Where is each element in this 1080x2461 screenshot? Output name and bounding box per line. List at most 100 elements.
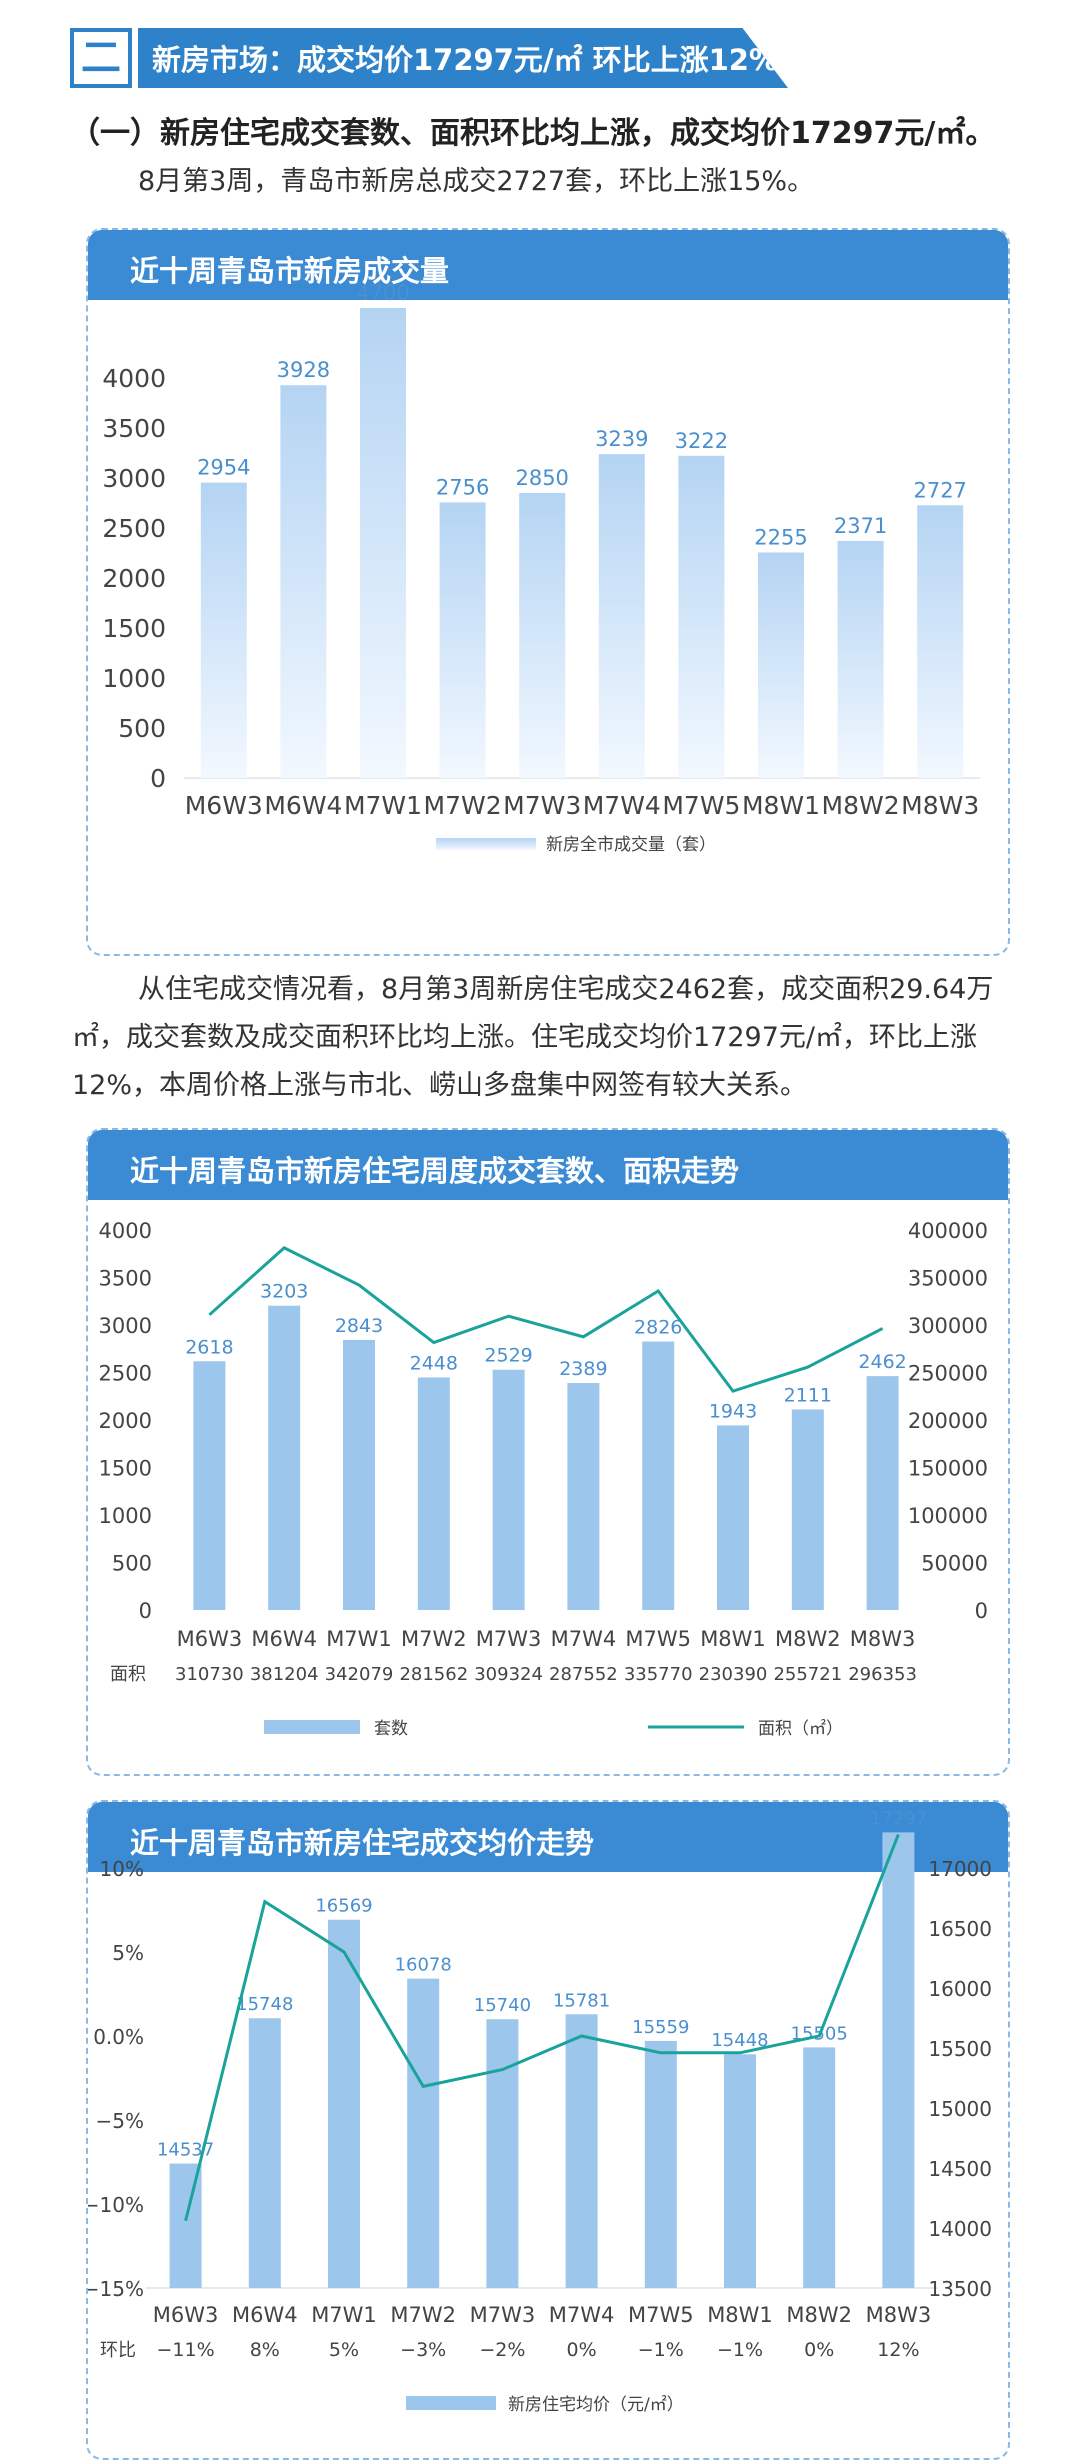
data-label: 14537: [157, 2140, 214, 2161]
y-right-tick-label: 14500: [928, 2157, 992, 2181]
x-tick-label: M8W1: [700, 1627, 766, 1651]
section-title-bar: 新房市场：成交均价17297元/㎡ 环比上涨12%: [138, 28, 788, 88]
x-tick-label: M7W1: [326, 1627, 392, 1651]
y-left-tick-label: 0.0%: [93, 2025, 144, 2049]
area-value: 309324: [474, 1664, 543, 1685]
chart-header: 近十周青岛市新房住宅成交均价走势: [88, 1802, 1008, 1872]
x-tick-label: M8W3: [901, 791, 979, 820]
bar: [803, 2047, 836, 2288]
x-tick-label: M7W2: [401, 1627, 467, 1651]
legend-swatch-bar: [264, 1720, 360, 1734]
y-tick-label: 0: [150, 764, 166, 793]
y-right-tick-label: 15000: [928, 2097, 992, 2121]
bar: [519, 493, 566, 778]
x-tick-label: M8W3: [850, 1627, 916, 1651]
data-label: 4700: [356, 281, 409, 305]
chart-price-svg: −15% −10% −5% 0.0% 5% 10% 13500 14000 14500 15000…: [88, 1808, 992, 2415]
x-tick-label: M7W5: [625, 1627, 691, 1651]
bar: [644, 2040, 677, 2288]
y-left-tick-label: 500: [112, 1552, 152, 1576]
data-label: 2111: [784, 1384, 832, 1406]
bar: [791, 1409, 824, 1610]
bar: [837, 540, 884, 778]
change-value: −11%: [157, 2339, 215, 2361]
data-label: 2954: [197, 456, 250, 480]
area-value: 381204: [250, 1664, 319, 1685]
y-tick-label: 2500: [102, 514, 166, 543]
y-right-tick-label: 17000: [928, 1857, 992, 1881]
bar: [200, 482, 247, 778]
x-tick-label: M7W4: [551, 1627, 617, 1651]
data-label: 2448: [410, 1352, 458, 1374]
data-label: 15740: [474, 1995, 531, 2016]
chart-volume-svg: 0 500 1000 1500 2000 2500 3000 3500 4000 2954 M6W3…: [102, 281, 980, 855]
x-tick-label: M6W3: [185, 791, 263, 820]
data-label: 3222: [675, 429, 728, 453]
x-tick-label: M8W2: [822, 791, 900, 820]
x-tick-label: M7W3: [476, 1627, 542, 1651]
x-tick-label: M8W1: [707, 2303, 773, 2327]
area-value: 255721: [773, 1664, 842, 1685]
x-tick-label: M6W3: [177, 1627, 243, 1651]
change-line: [184, 1833, 900, 2222]
legend-label-bar: 套数: [374, 1719, 408, 1739]
y-tick-label: 1000: [102, 664, 166, 693]
chart-units-area-svg: 0 500 1000 1500 2000 2500 3000 3500 4000 0 50000 10…: [99, 1219, 988, 1739]
x-tick-label: M7W4: [583, 791, 661, 820]
y-tick-label: 2000: [102, 564, 166, 593]
bar: [917, 505, 964, 778]
bar: [328, 1919, 360, 2288]
bar: [717, 1425, 749, 1610]
section-banner: 二 新房市场：成交均价17297元/㎡ 环比上涨12%: [70, 28, 790, 88]
change-value: 0%: [804, 2339, 834, 2361]
x-tick-label: M7W2: [424, 791, 502, 820]
data-label: 2826: [634, 1317, 682, 1339]
chart-title: 近十周青岛市新房住宅成交均价走势: [130, 1826, 595, 1860]
section-number-box: 二: [70, 28, 132, 88]
data-label: 2727: [913, 478, 966, 502]
x-tick-label: M7W5: [628, 2303, 694, 2327]
data-label: 2462: [858, 1351, 906, 1373]
y-left-tick-label: 1500: [99, 1457, 152, 1481]
bar: [642, 1341, 675, 1610]
paragraph-total: 8月第3周，青岛市新房总成交2727套，环比上涨15%。: [138, 166, 815, 197]
section-number: 二: [81, 35, 121, 81]
y-right-tick-label: 150000: [908, 1457, 988, 1481]
y-right-tick-label: 100000: [908, 1504, 988, 1528]
y-left-tick-label: 2000: [99, 1409, 152, 1433]
bar: [360, 308, 406, 778]
y-left-tick-label: 0: [139, 1599, 152, 1623]
bar: [248, 2018, 281, 2288]
data-label: 16078: [395, 1955, 452, 1976]
x-tick-label: M8W1: [742, 791, 820, 820]
x-tick-label: M7W2: [390, 2303, 456, 2327]
x-tick-label: M6W4: [232, 2303, 298, 2327]
change-value: −1%: [717, 2339, 763, 2361]
x-tick-label: M7W4: [549, 2303, 615, 2327]
x-tick-label: M7W5: [662, 791, 740, 820]
chart-header: 近十周青岛市新房住宅周度成交套数、面积走势: [88, 1130, 1008, 1200]
y-left-tick-label: 3500: [99, 1267, 152, 1291]
y-right-tick-label: 250000: [908, 1362, 988, 1386]
bar: [486, 2019, 519, 2288]
y-left-tick-label: 2500: [99, 1362, 152, 1386]
y-right-tick-label: 0: [975, 1599, 988, 1623]
paragraph-residential: 从住宅成交情况看，8月第3周新房住宅成交2462套，成交面积29.64万㎡，成交…: [72, 974, 994, 1101]
row-label: 环比: [100, 2340, 136, 2361]
y-tick-label: 3500: [102, 414, 166, 443]
data-label: 1943: [709, 1400, 757, 1422]
change-value: 8%: [250, 2339, 280, 2361]
legend-label: 新房全市成交量（套）: [546, 835, 716, 855]
bar: [724, 2054, 756, 2288]
bar: [417, 1377, 450, 1610]
change-value: 5%: [329, 2339, 359, 2361]
area-value: 310730: [175, 1664, 244, 1685]
bar: [492, 1369, 525, 1610]
x-tick-label: M7W1: [344, 791, 422, 820]
y-tick-label: 1500: [102, 614, 166, 643]
data-label: 3928: [277, 358, 330, 382]
y-tick-label: 3000: [102, 464, 166, 493]
area-value: 335770: [624, 1664, 693, 1685]
bar: [866, 1376, 899, 1610]
legend-label-bar: 新房住宅均价（元/㎡）: [508, 2395, 684, 2415]
